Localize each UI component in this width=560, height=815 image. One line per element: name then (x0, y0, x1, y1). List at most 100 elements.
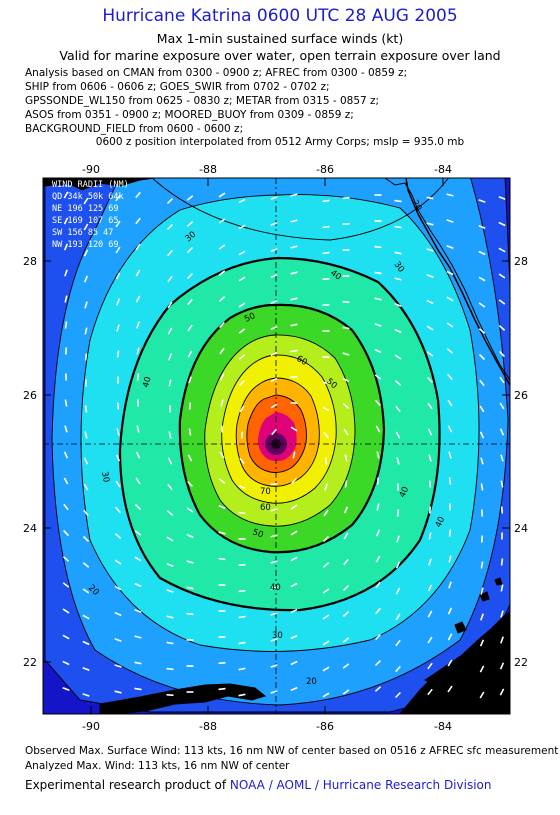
contour-label: 20 (306, 677, 317, 687)
wind-barb (168, 379, 172, 387)
coastline-land (43, 178, 510, 714)
wind-barb (64, 295, 68, 303)
wind-barb (426, 248, 434, 252)
wind-barb (218, 478, 226, 484)
wind-barb (167, 223, 173, 231)
wind-barb (396, 457, 400, 465)
wind-barb (375, 607, 381, 615)
wind-barb (238, 328, 246, 334)
wind-barb (374, 297, 382, 301)
wind-barb (342, 326, 350, 330)
wind-barb (63, 191, 69, 199)
wind-barb (270, 325, 278, 331)
wind-barb (290, 349, 298, 353)
wind-barb (499, 376, 505, 384)
wind-barb (84, 301, 88, 309)
wind-barb (478, 199, 486, 203)
wind-barb (427, 636, 433, 644)
wind-barb (63, 529, 69, 537)
lat-tick-labels-left: 28 26 24 22 (23, 255, 37, 669)
wind-radii-table: WIND RADII (NM) QD 34k 50k 64k NE 196 12… (52, 180, 129, 250)
contour-label: 40 (398, 485, 412, 499)
lon-tick-label: -90 (82, 163, 100, 176)
wind-barb (238, 641, 246, 645)
wind-barb (186, 221, 194, 227)
wind-barb (446, 219, 454, 223)
wind-barb (322, 277, 330, 281)
wind-barb (290, 219, 298, 223)
wind-barb (238, 511, 246, 515)
wind-barb (238, 667, 246, 671)
contour-label: 30 (272, 631, 283, 641)
wind-barb (322, 381, 330, 385)
wind-barb (270, 195, 278, 201)
wind-barb (186, 507, 194, 513)
wind-barb (135, 191, 141, 199)
wind-barb (167, 327, 173, 335)
wind-barb (376, 451, 380, 459)
lon-tick-label: -84 (434, 163, 452, 176)
wind-barb (344, 480, 348, 488)
wind-barb (322, 406, 330, 412)
wind-barb (395, 639, 401, 647)
wind-barb (499, 688, 505, 696)
wind-barb (480, 457, 484, 465)
wind-barb (186, 586, 194, 590)
wind-barb (134, 582, 142, 588)
wind-barb (270, 273, 278, 279)
wind-barb (322, 666, 330, 672)
wind-barb (376, 503, 380, 511)
wind-barb (219, 451, 225, 459)
wind-barb (447, 373, 453, 381)
wind-barb (375, 425, 381, 433)
lon-tick-label: -90 (82, 720, 100, 733)
wind-barb (394, 354, 402, 360)
wind-barb (500, 584, 504, 592)
wind-barb (114, 638, 122, 642)
wind-barb (478, 328, 486, 334)
wind-barb (218, 557, 226, 561)
wind-barb (323, 535, 329, 543)
lon-tick-label: -88 (199, 163, 217, 176)
wind-barb (375, 581, 381, 589)
wind-barb (239, 379, 245, 387)
wind-barb (446, 296, 454, 302)
wind-barb (270, 612, 278, 616)
wind-barb (394, 225, 402, 229)
wind-barb (480, 587, 484, 595)
wind-barb (290, 323, 298, 327)
wind-barb (395, 613, 401, 621)
wind-barb (134, 556, 142, 562)
wind-barb (168, 353, 172, 361)
wind-barb (82, 588, 90, 594)
wind-barb (136, 425, 140, 433)
wind-barb (114, 611, 122, 617)
wind-barb (186, 195, 194, 201)
wind-barb (394, 328, 402, 334)
wind-barb (427, 610, 433, 618)
wind-barb (479, 405, 485, 413)
wind-barb (63, 451, 69, 459)
wind-barb (166, 198, 174, 204)
wind-barb (446, 270, 454, 276)
wind-barb (62, 634, 70, 640)
hrd-link[interactable]: NOAA / AOML / Hurricane Research Divisio… (229, 778, 492, 792)
wind-barbs (62, 191, 506, 699)
wind-barb (135, 243, 141, 251)
wind-barb (218, 192, 226, 198)
map-subtitle: Max 1-min sustained surface winds (kt) (156, 31, 404, 46)
wind-barb (238, 589, 246, 593)
wind-barb (83, 509, 89, 517)
wind-barb (498, 247, 506, 253)
wind-barb (322, 562, 330, 568)
wind-barb (290, 634, 298, 640)
wind-barb (82, 562, 90, 568)
wind-barb (238, 354, 246, 360)
wind-barb (343, 532, 349, 540)
wind-barb (134, 661, 142, 665)
credit-line: Experimental research product of NOAA / … (25, 778, 491, 792)
lon-tick-label: -88 (199, 720, 217, 733)
wind-radii-header: QD 34k 50k 64k (52, 192, 124, 202)
wind-barb (82, 640, 90, 646)
wind-barb (479, 691, 485, 699)
